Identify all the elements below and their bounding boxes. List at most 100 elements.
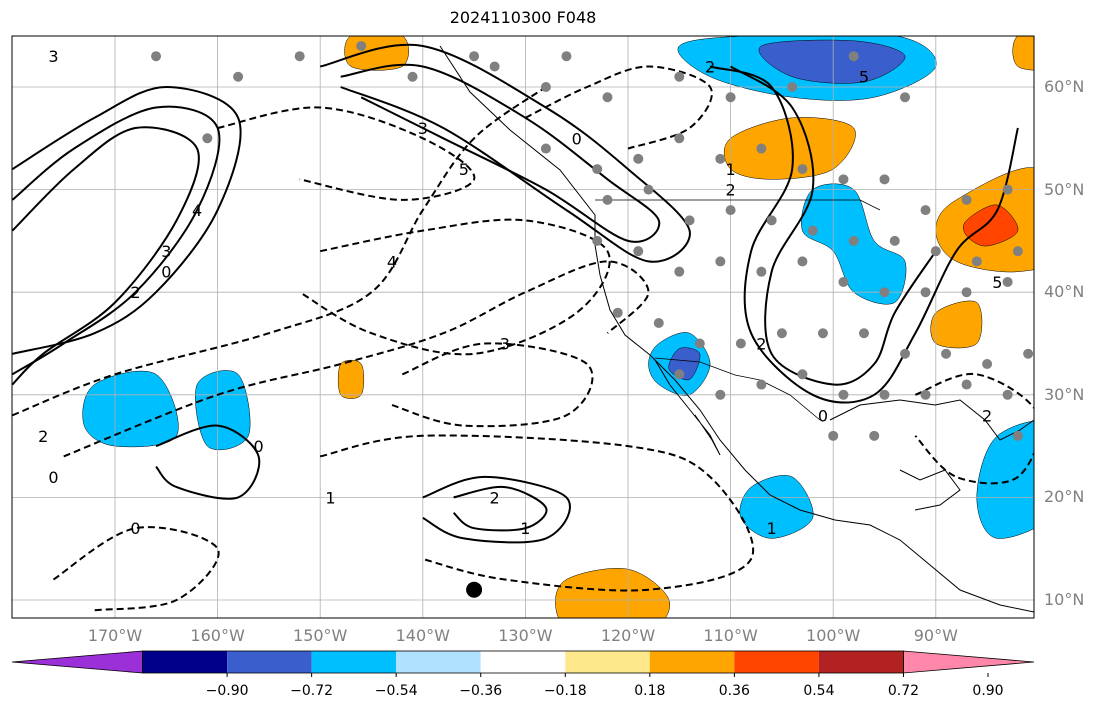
station-dot (643, 184, 654, 195)
longitude-label: 170°W (87, 626, 143, 645)
shaded-region (337, 359, 365, 399)
contour-label: 4 (387, 252, 397, 271)
contour-label: 2 (130, 283, 140, 302)
station-dot (715, 389, 726, 400)
station-dot (848, 51, 859, 62)
contour-label: 5 (992, 273, 1002, 292)
colorbar-tick-label: −0.18 (543, 683, 587, 699)
station-dot (920, 205, 931, 216)
station-dot (766, 215, 777, 226)
station-dot (674, 369, 685, 380)
station-dot (879, 389, 890, 400)
dashed-contour-layer (12, 65, 1034, 612)
contour-label: 2 (982, 406, 992, 425)
colorbar-tick-label: −0.72 (290, 683, 334, 699)
latitude-label: 20°N (1044, 487, 1085, 507)
station-dot (848, 235, 859, 246)
latitude-label: 50°N (1044, 179, 1085, 199)
contour-label: 3 (500, 335, 510, 354)
station-dot (961, 194, 972, 205)
station-dot (869, 430, 880, 441)
station-dot (961, 287, 972, 298)
shaded-region (195, 370, 251, 451)
station-dot (1012, 430, 1023, 441)
shaded-region (930, 300, 983, 349)
contour-label: 0 (48, 468, 58, 487)
shaded-region (976, 420, 1034, 539)
solid-contour (709, 65, 1019, 404)
coastline-north-america (439, 45, 1034, 613)
dashed-contour (391, 342, 594, 428)
station-dot (961, 379, 972, 390)
solid-contour (12, 105, 221, 376)
contour-label: 3 (418, 119, 428, 138)
colorbar (11, 650, 1035, 677)
station-dot (715, 153, 726, 164)
contour-label: 3 (161, 242, 171, 261)
colorbar-tick-label: 0.72 (887, 683, 920, 699)
station-dot (612, 307, 623, 318)
solid-contour (319, 43, 691, 263)
dashed-contour (914, 372, 1034, 485)
colorbar-min-extend (11, 650, 143, 674)
contour-label: 4 (192, 201, 202, 220)
contour-label: 2 (705, 57, 715, 76)
colorbar-max-extend (903, 650, 1035, 674)
station-dot (756, 379, 767, 390)
latitude-label: 30°N (1044, 384, 1085, 404)
station-dot (356, 40, 367, 51)
contour-label: 2 (38, 427, 48, 446)
colorbar-tick-label: 0.36 (718, 683, 750, 699)
solid-contour-layer (12, 43, 1019, 544)
colorbar-tick-label: −0.90 (205, 683, 249, 699)
colorbar-tick-label: −0.36 (459, 683, 503, 699)
contour-label: 2 (756, 335, 766, 354)
solid-contour (12, 85, 242, 355)
marker-layer (466, 581, 483, 598)
colorbar-segment (818, 651, 904, 673)
station-dot (715, 256, 726, 267)
contour-label: 1 (325, 488, 335, 507)
station-dot (1023, 348, 1034, 359)
colorbar-segment (565, 651, 650, 673)
station-dot (294, 51, 305, 62)
colorbar-segment (311, 651, 397, 673)
longitude-label: 160°W (190, 626, 245, 645)
contour-label: 1 (520, 519, 530, 538)
solid-contour (155, 424, 261, 500)
latitude-label: 10°N (1044, 590, 1085, 609)
solid-contour (340, 63, 661, 243)
station-dot (602, 194, 613, 205)
shaded-region (1012, 36, 1034, 71)
contour-label: 0 (818, 406, 828, 425)
solid-contour (12, 126, 200, 386)
dashed-contour (12, 86, 547, 417)
colorbar-segment (142, 651, 228, 673)
shaded-region (963, 204, 1019, 247)
latitude-label: 60°N (1044, 77, 1085, 96)
station-dot (920, 389, 931, 400)
graticule-layer (12, 36, 1034, 618)
longitude-label: 120°W (600, 626, 656, 645)
station-dot (838, 276, 849, 287)
station-dot (838, 389, 849, 400)
station-dot (725, 92, 736, 103)
station-dot (971, 256, 982, 267)
station-dot (807, 225, 818, 236)
colorbar-tick-label: 0.18 (634, 683, 666, 699)
colorbar-segment (227, 651, 312, 673)
station-dot (797, 164, 808, 175)
contour-label: 5 (859, 68, 869, 87)
border-us-canada (595, 199, 881, 211)
coastline-baja (654, 359, 721, 456)
station-dot (817, 328, 828, 339)
station-dot (879, 287, 890, 298)
map-background (12, 36, 1034, 618)
colorbar-segment (734, 651, 819, 673)
station-dot (674, 133, 685, 144)
station-dot (879, 174, 890, 185)
station-dot (930, 246, 941, 257)
contour-label: 1 (726, 160, 736, 179)
station-dot (1002, 389, 1013, 400)
contour-label: 5 (459, 160, 469, 179)
